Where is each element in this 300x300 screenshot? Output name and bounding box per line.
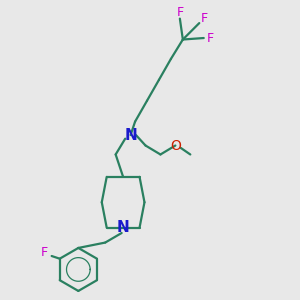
Text: F: F	[207, 32, 214, 44]
Text: F: F	[41, 246, 48, 259]
Text: O: O	[170, 139, 181, 152]
Text: F: F	[201, 11, 208, 25]
Text: N: N	[117, 220, 130, 235]
Text: N: N	[124, 128, 137, 142]
Text: F: F	[176, 5, 183, 19]
